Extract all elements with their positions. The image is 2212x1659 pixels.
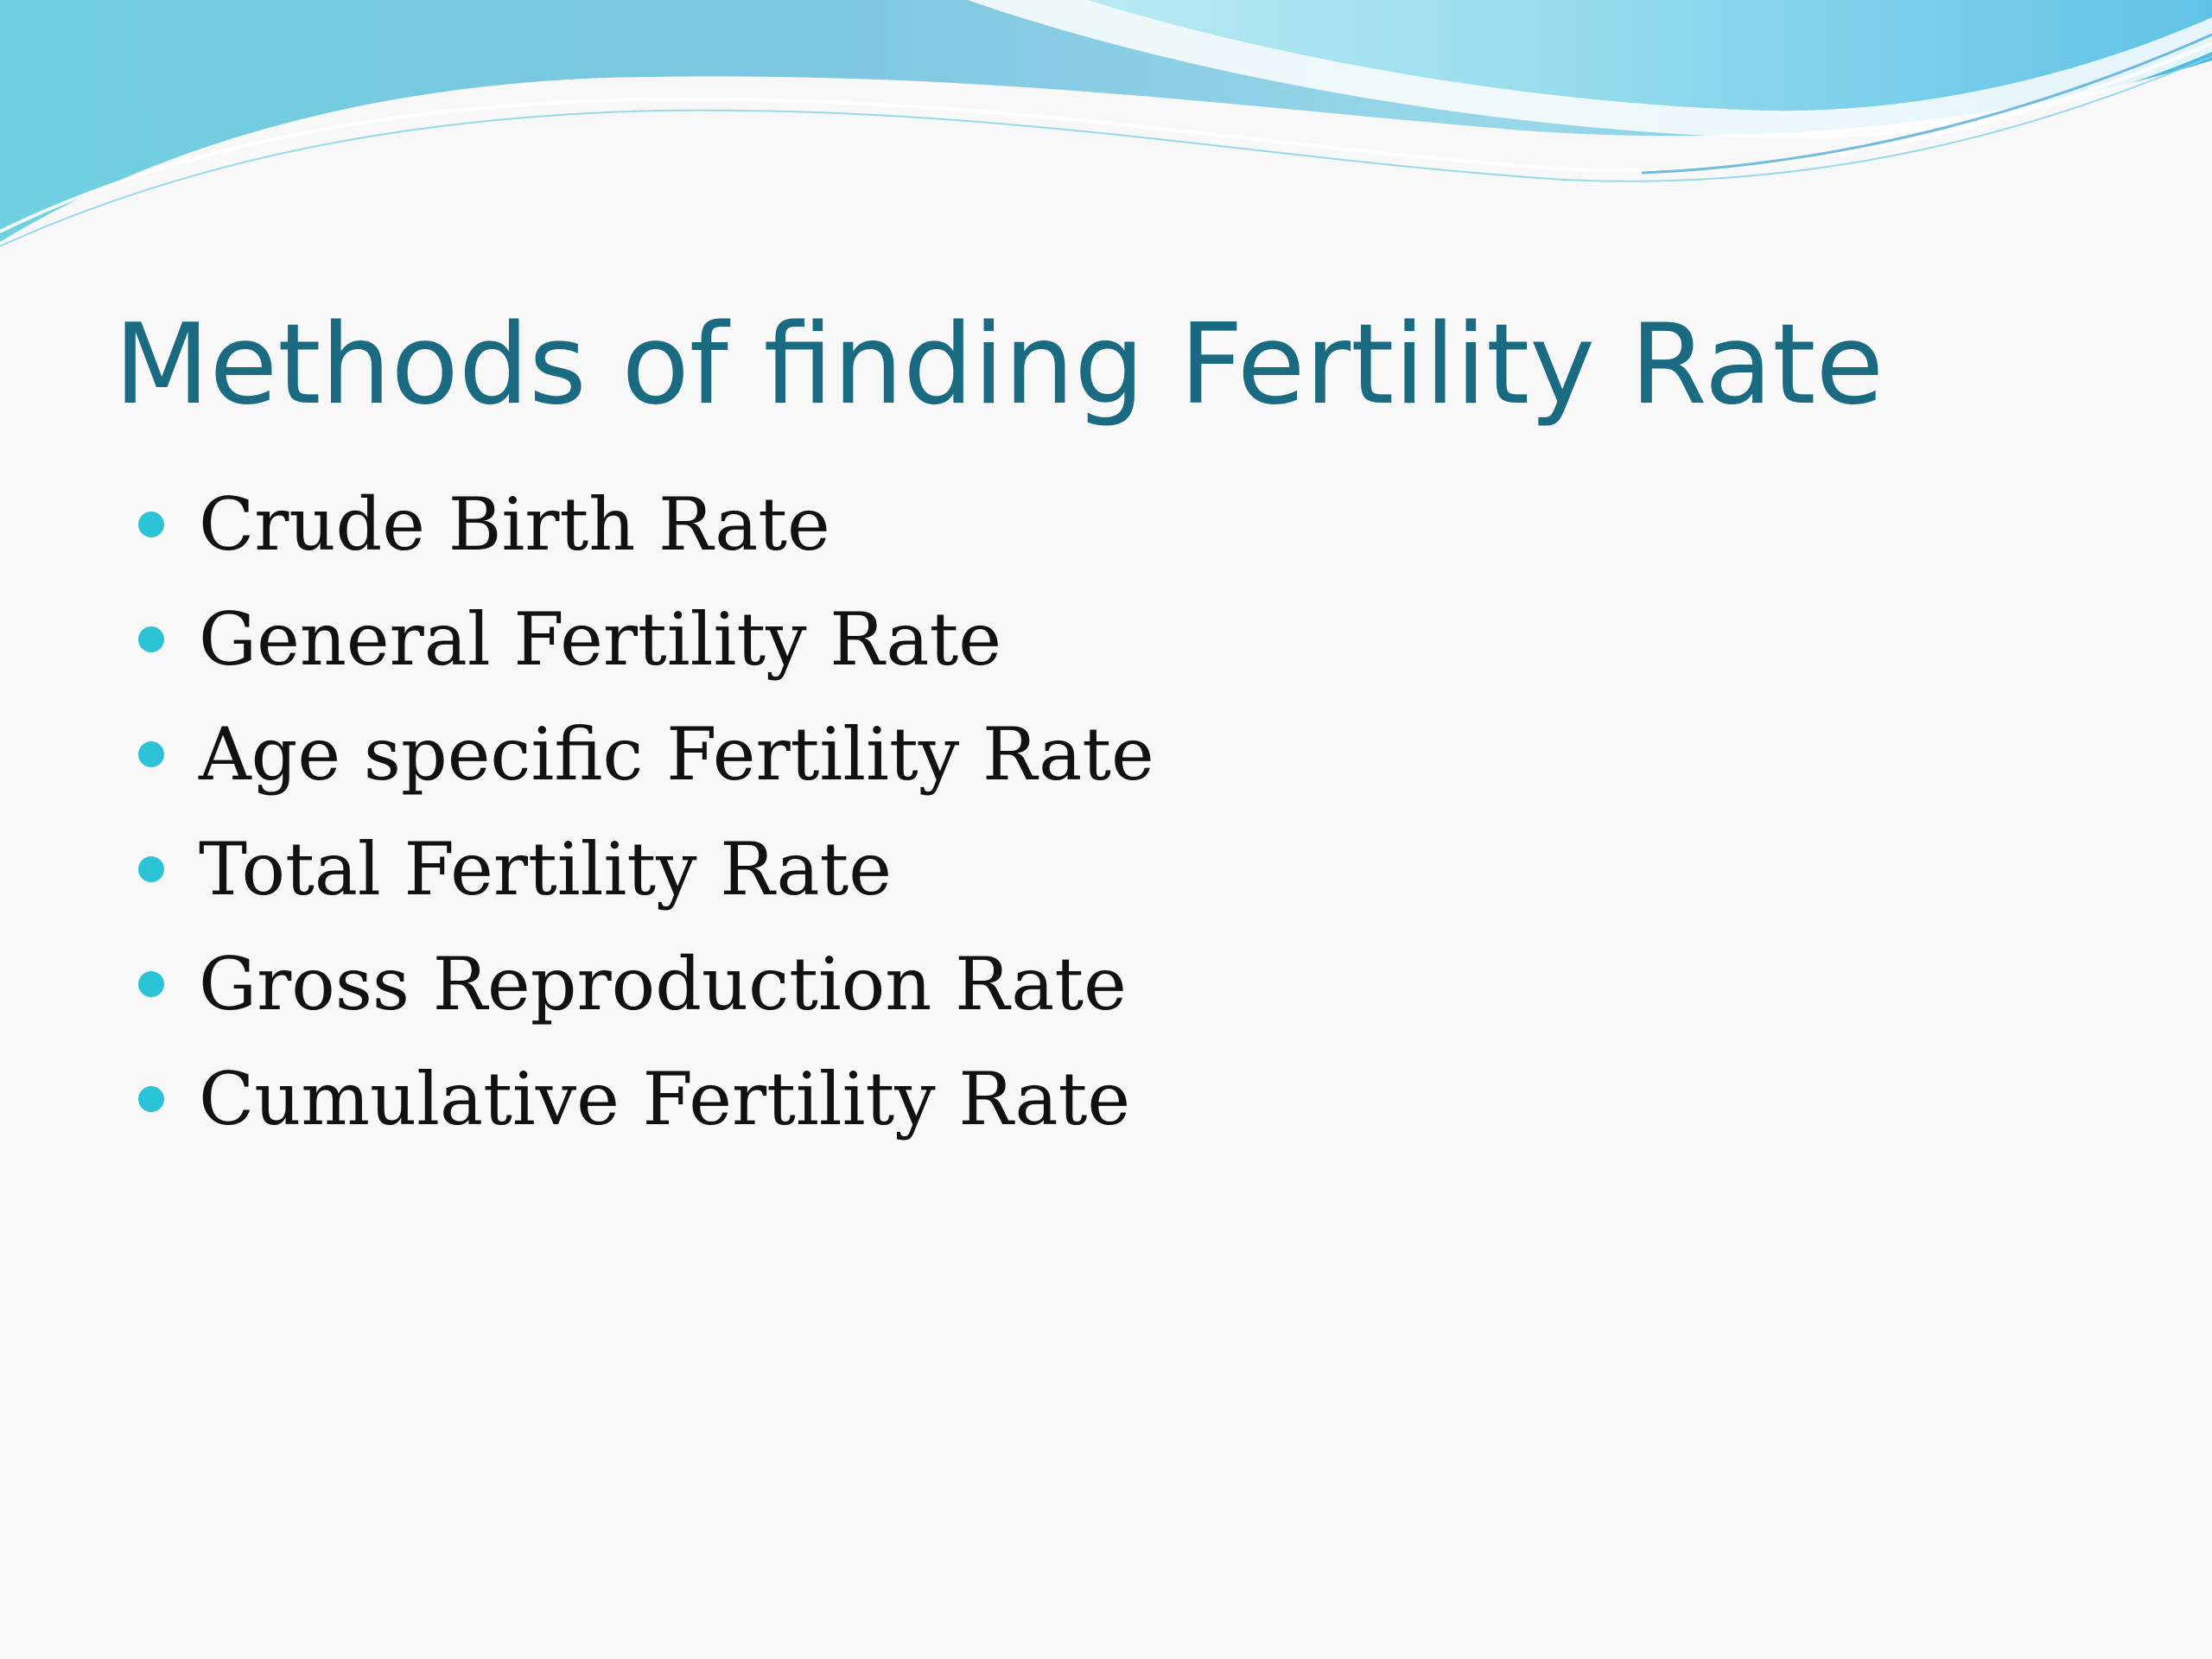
bullet-text: Crude Birth Rate bbox=[199, 481, 830, 567]
bullet-dot-icon bbox=[138, 1085, 164, 1112]
list-item: Age specific Fertility Rate bbox=[138, 696, 1154, 811]
list-item: Cumulative Fertility Rate bbox=[138, 1041, 1154, 1156]
list-item: Gross Reproduction Rate bbox=[138, 926, 1154, 1041]
decorative-wave-header bbox=[0, 0, 2212, 247]
bullet-text: Age specific Fertility Rate bbox=[199, 711, 1154, 797]
bullet-text: Gross Reproduction Rate bbox=[199, 941, 1127, 1027]
list-item: General Fertility Rate bbox=[138, 582, 1154, 696]
bullet-dot-icon bbox=[138, 741, 164, 767]
bullet-text: Total Fertility Rate bbox=[199, 826, 893, 912]
list-item: Total Fertility Rate bbox=[138, 811, 1154, 926]
bullet-dot-icon bbox=[138, 855, 164, 882]
slide-title: Methods of finding Fertility Rate bbox=[114, 301, 1885, 429]
list-item: Crude Birth Rate bbox=[138, 467, 1154, 582]
bullet-text: General Fertility Rate bbox=[199, 596, 1001, 682]
bullet-text: Cumulative Fertility Rate bbox=[199, 1056, 1131, 1141]
bullet-dot-icon bbox=[138, 626, 164, 652]
bullet-dot-icon bbox=[138, 970, 164, 997]
bullet-list: Crude Birth Rate General Fertility Rate … bbox=[138, 467, 1154, 1156]
bullet-dot-icon bbox=[138, 511, 164, 537]
